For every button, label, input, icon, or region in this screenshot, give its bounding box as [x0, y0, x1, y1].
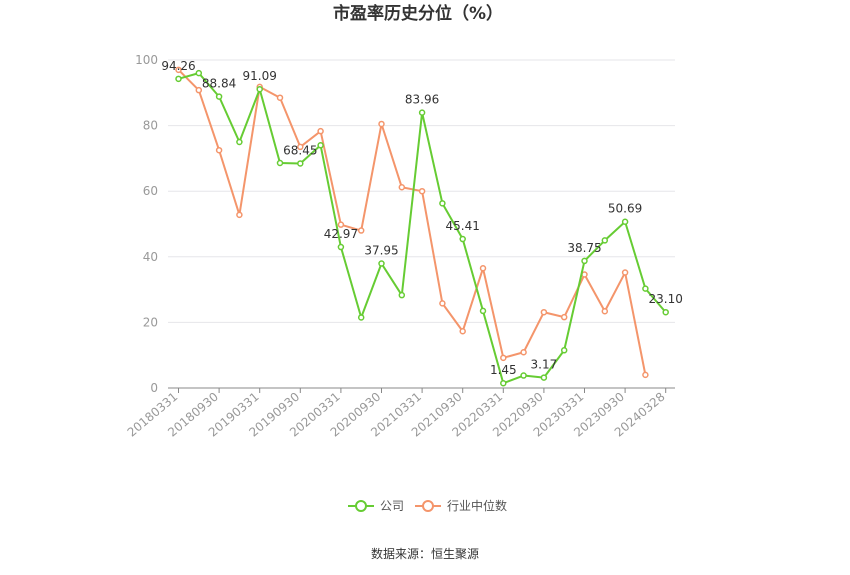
data-point-industry-median — [236, 211, 243, 219]
data-labels: 94.26 88.84 91.09 68.45 42.97 37.95 83.96 45.41… — [161, 59, 683, 377]
data-point-company — [439, 200, 446, 207]
data-label: 37.95 — [364, 244, 398, 258]
data-label: 91.09 — [243, 69, 277, 83]
data-point-industry-median — [297, 143, 304, 151]
data-point-company — [297, 160, 304, 167]
legend-swatch-marker — [355, 500, 367, 512]
y-tick-label: 0 — [150, 381, 158, 395]
data-point-company — [195, 69, 203, 77]
series — [175, 66, 669, 387]
legend-swatch-marker — [422, 500, 434, 512]
data-point-industry-median — [276, 94, 284, 101]
legend-label: 公司 — [380, 499, 404, 513]
data-point-company — [621, 218, 629, 225]
data-point-industry-median — [418, 187, 426, 195]
data-point-company — [459, 235, 466, 243]
data-point-company — [175, 75, 182, 83]
legend-label: 行业中位数 — [447, 498, 507, 513]
data-point-company — [601, 237, 609, 244]
data-label: 38.75 — [567, 241, 601, 255]
data-label: 83.96 — [405, 93, 439, 107]
data-point-industry-median — [195, 86, 203, 94]
data-point-company — [256, 85, 263, 93]
data-point-company — [317, 142, 324, 149]
data-point-industry-median — [642, 371, 649, 379]
data-point-company — [540, 374, 548, 381]
data-point-company — [662, 308, 669, 316]
data-point-industry-median — [500, 354, 507, 362]
y-axis: 0 20 40 60 80 100 — [135, 53, 158, 395]
data-point-industry-median — [317, 127, 324, 135]
data-point-industry-median — [621, 269, 629, 276]
data-point-company — [520, 372, 527, 379]
data-point-company — [398, 291, 406, 299]
data-label: 45.41 — [446, 219, 480, 233]
chart-title: 市盈率历史分位（%） — [333, 3, 503, 24]
data-point-industry-median — [479, 265, 487, 272]
data-point-company — [581, 257, 588, 265]
data-label: 94.26 — [161, 59, 195, 73]
data-point-company — [357, 314, 365, 321]
data-point-industry-median — [601, 307, 609, 315]
legend: 公司 行业中位数 — [348, 498, 507, 513]
data-point-industry-median — [215, 146, 223, 154]
data-label: 88.84 — [202, 77, 236, 91]
data-point-industry-median — [459, 328, 466, 335]
x-axis — [168, 387, 675, 393]
data-point-industry-median — [398, 184, 406, 191]
data-point-company — [479, 307, 487, 315]
data-point-company — [500, 379, 507, 387]
data-label: 68.45 — [283, 143, 317, 157]
data-point-industry-median — [337, 221, 345, 228]
data-point-company — [215, 93, 223, 100]
data-point-industry-median — [175, 66, 182, 74]
series-line-company — [178, 72, 667, 385]
x-tick-labels: 2018033120180930201903312019093020200331… — [125, 390, 668, 440]
series-line-industry-median — [177, 69, 647, 376]
data-point-company — [418, 109, 426, 116]
data-point-company — [560, 347, 568, 354]
y-tick-label: 80 — [143, 119, 158, 133]
data-point-industry-median — [540, 308, 548, 316]
data-label: 50.69 — [608, 202, 642, 216]
y-tick-label: 20 — [143, 315, 158, 329]
data-label: 23.10 — [649, 292, 683, 306]
data-point-company — [378, 260, 385, 267]
data-point-company — [642, 285, 649, 292]
data-point-company — [236, 138, 243, 146]
data-label: 42.97 — [324, 227, 358, 241]
data-label: 1.45 — [490, 363, 517, 377]
data-point-industry-median — [439, 300, 446, 307]
data-point-industry-median — [357, 227, 365, 234]
data-label: 3.17 — [531, 358, 558, 372]
source-note: 数据来源：恒生聚源 — [371, 546, 479, 561]
data-point-industry-median — [560, 313, 568, 321]
data-point-industry-median — [520, 348, 527, 356]
y-tick-label: 40 — [143, 250, 158, 264]
data-point-company — [337, 243, 345, 251]
data-point-company — [276, 159, 284, 167]
data-point-industry-median — [378, 120, 385, 128]
y-tick-label: 60 — [143, 184, 158, 198]
y-tick-label: 100 — [135, 53, 158, 67]
